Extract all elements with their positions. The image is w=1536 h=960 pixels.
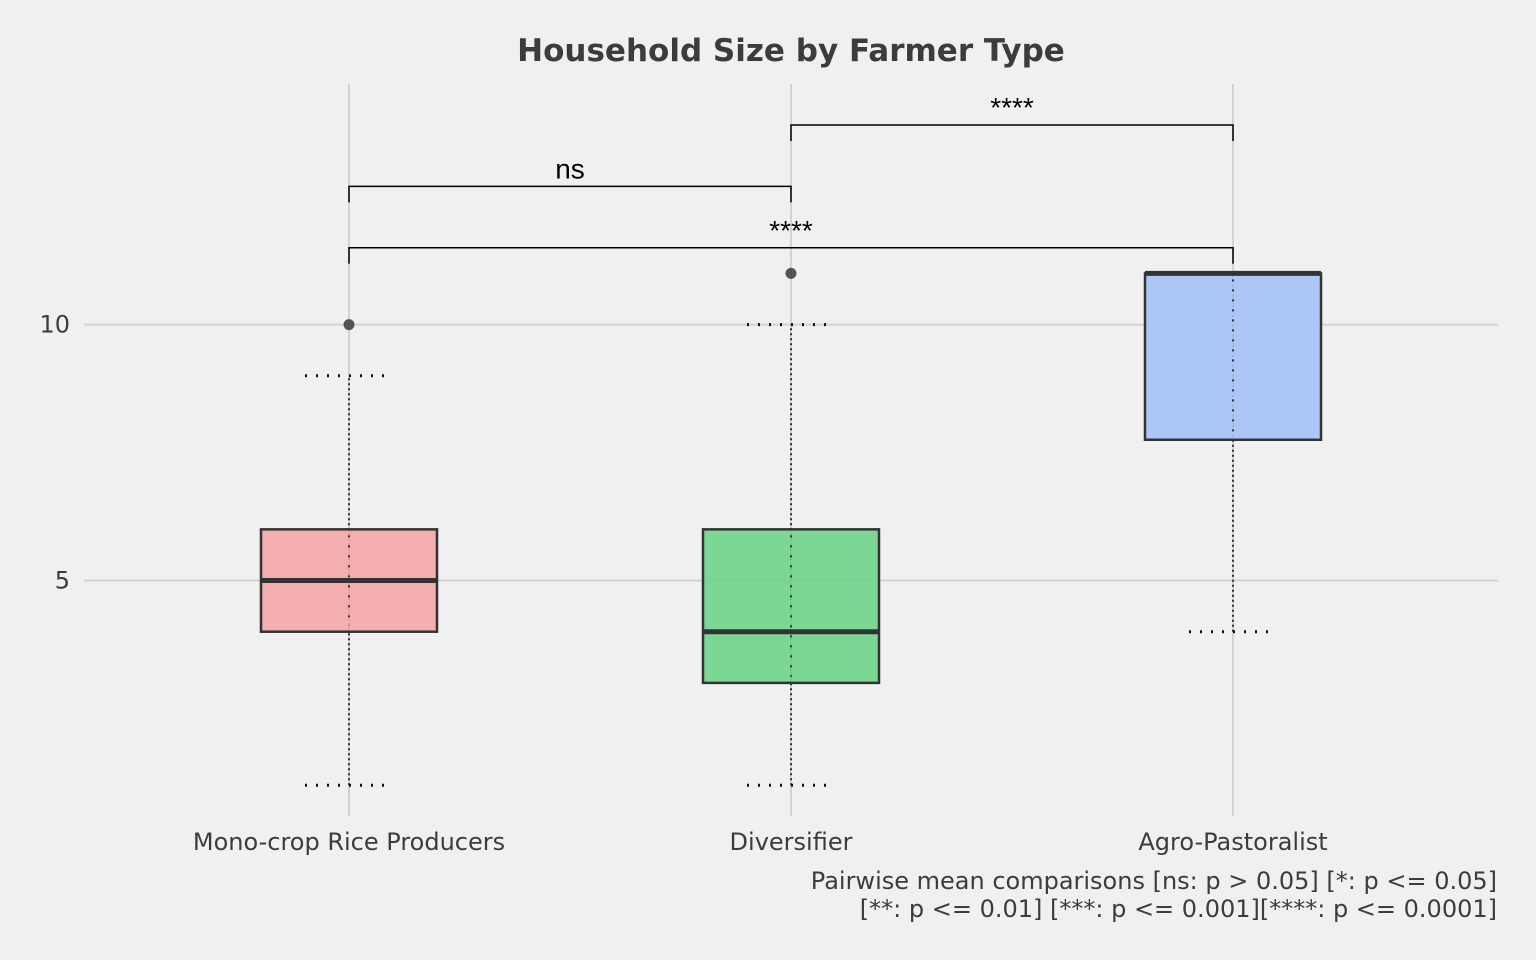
bracket-line [348, 185, 792, 203]
x-tick-label: Mono-crop Rice Producers [193, 828, 505, 856]
x-tick-label: Agro-Pastoralist [1138, 828, 1327, 856]
significance-layer: ns **** **** [348, 92, 1234, 264]
significance-bracket: **** [790, 92, 1234, 141]
significance-label: ns [555, 153, 585, 184]
y-tick-label: 10 [39, 311, 70, 339]
significance-label: **** [769, 215, 813, 246]
significance-bracket: ns [348, 153, 792, 203]
bracket-line [348, 247, 1234, 264]
caption-line: [**: p <= 0.01] [***: p <= 0.001][****: … [860, 895, 1497, 923]
box-iqr [1143, 272, 1323, 442]
box-group [701, 267, 881, 787]
chart-title: Household Size by Farmer Type [517, 33, 1065, 69]
label-layer: Household Size by Farmer Type 5 10 Mono-cro… [39, 33, 1497, 923]
outlier-point [785, 267, 797, 279]
outlier-point [343, 319, 355, 331]
caption-line: Pairwise mean comparisons [ns: p > 0.05]… [811, 867, 1497, 895]
box-group [259, 319, 439, 787]
significance-label: **** [990, 92, 1034, 123]
x-tick-label: Diversifier [730, 828, 853, 856]
y-tick-label: 5 [55, 567, 70, 595]
significance-bracket: **** [348, 215, 1234, 264]
bracket-line [790, 124, 1234, 141]
box-layer [259, 267, 1323, 787]
box-group [1143, 270, 1323, 634]
